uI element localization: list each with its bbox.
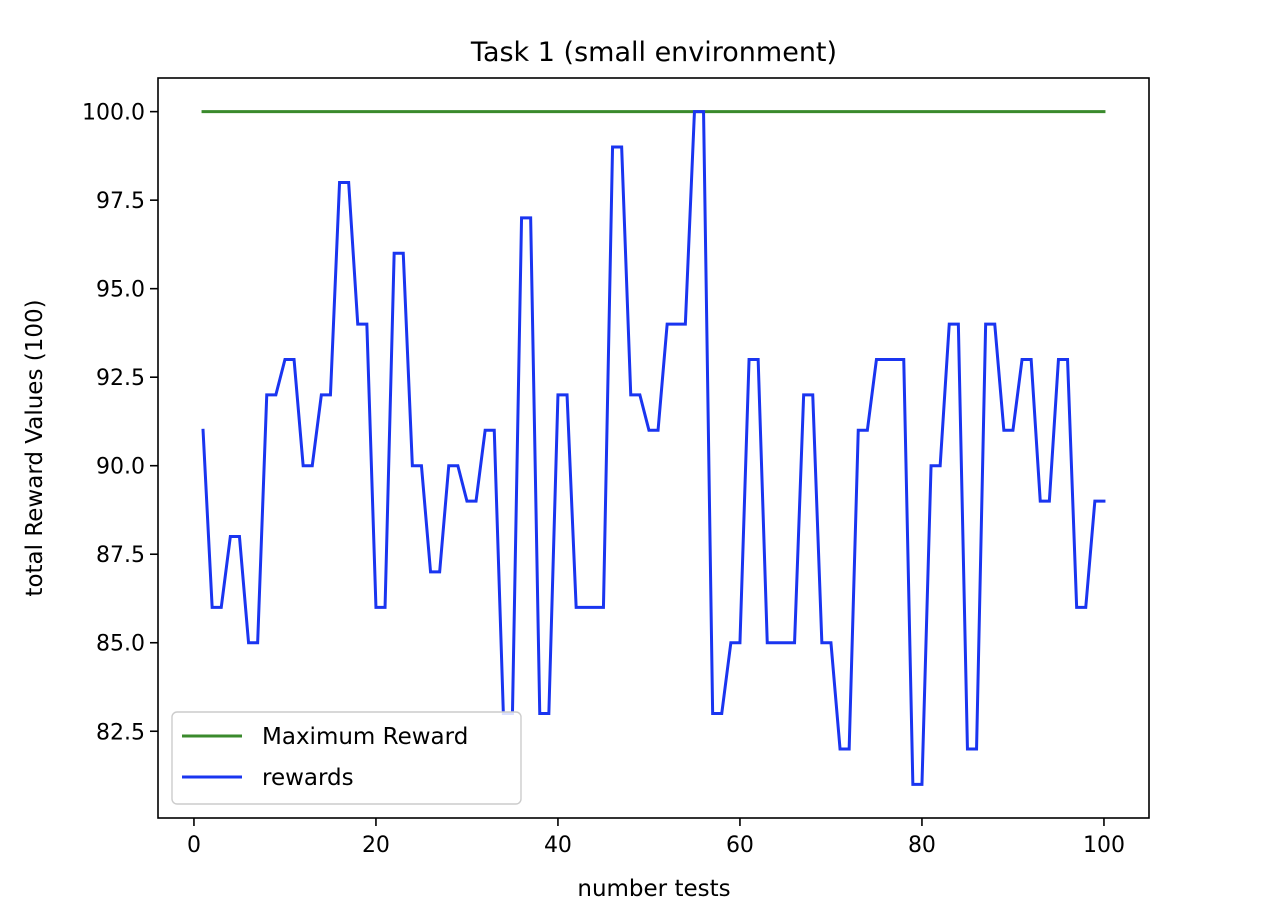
y-tick-label: 82.5 (96, 720, 145, 745)
chart-title: Task 1 (small environment) (470, 37, 837, 68)
y-tick-label: 85.0 (96, 632, 145, 657)
x-tick-label: 80 (908, 833, 936, 858)
x-tick-label: 100 (1083, 833, 1125, 858)
y-tick-label: 90.0 (96, 455, 145, 480)
plot-frame (157, 77, 1150, 819)
legend-label-1: rewards (262, 765, 354, 791)
y-axis-label: total Reward Values (100) (22, 299, 48, 596)
legend: Maximum Reward rewards (171, 711, 522, 805)
legend-label-0: Maximum Reward (262, 724, 468, 750)
plot-area (201, 110, 1106, 786)
legend-box (171, 711, 522, 805)
y-tick-label: 95.0 (96, 278, 145, 303)
y-tick-label: 100.0 (82, 101, 145, 126)
x-axis-ticks: 0 20 40 60 80 100 (187, 818, 1125, 858)
x-tick-label: 0 (187, 833, 201, 858)
series-line-1 (201, 110, 1106, 786)
x-tick-label: 60 (726, 833, 754, 858)
x-tick-label: 20 (362, 833, 390, 858)
x-axis-label: number tests (577, 876, 730, 902)
y-axis-ticks: 82.5 85.0 87.5 90.0 92.5 95.0 97.5 100.0 (82, 101, 158, 745)
y-tick-label: 97.5 (96, 189, 145, 214)
y-tick-label: 92.5 (96, 366, 145, 391)
y-tick-label: 87.5 (96, 543, 145, 568)
x-tick-label: 40 (544, 833, 572, 858)
